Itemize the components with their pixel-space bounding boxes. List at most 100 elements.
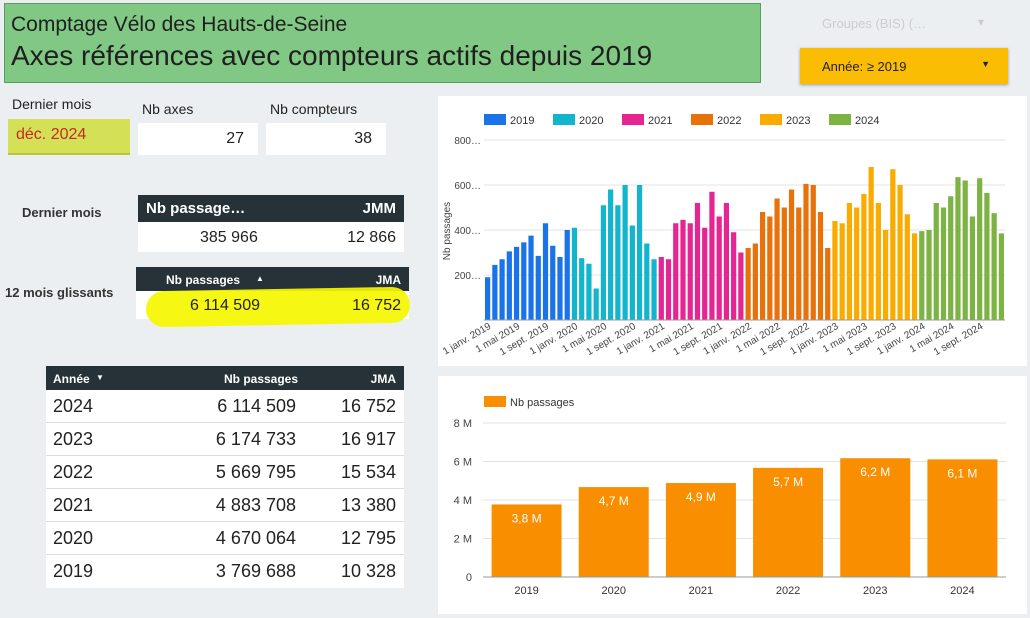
- col-nb-passages[interactable]: Nb passages: [224, 372, 299, 386]
- bar-2021-m8: [709, 191, 715, 320]
- data-label-2019: 3,8 M: [512, 511, 542, 525]
- bar-2022-m11: [817, 212, 824, 320]
- bar-2019-m5: [513, 246, 520, 320]
- bar-2019-m11: [557, 257, 563, 320]
- legend-label-2024: 2024: [855, 115, 879, 127]
- bar-2024-m6: [955, 177, 961, 320]
- legend-swatch-2021: [622, 114, 644, 125]
- y-tick-label: 2 M: [454, 534, 472, 546]
- rolling-jma: 16 752: [352, 297, 401, 314]
- bar-2023-m3: [846, 203, 853, 320]
- bar-2023: [840, 458, 911, 577]
- y-tick-label: 600…: [454, 181, 481, 192]
- bar-2024-m1: [919, 231, 925, 320]
- bar-2020: [578, 487, 649, 577]
- legend-swatch-2023: [760, 114, 782, 125]
- data-label-2024: 6,1 M: [947, 466, 977, 480]
- bar-2024-m7: [962, 180, 968, 320]
- row-year: 2020: [53, 528, 94, 548]
- row-jma: 15 534: [340, 462, 396, 482]
- yearly-bar-chart: Nb passages 0 2 M 4 M 6 M 8 M 3,8 M 2019 4,7 M 20…: [454, 396, 1006, 597]
- table-row: 2019 3 769 688 10 328: [46, 555, 404, 588]
- x-tick-label: 2023: [863, 585, 887, 597]
- year-table: Année ▼ Nb passages JMA 2024 6 114 509 1…: [46, 366, 404, 588]
- bar-2019-m7: [528, 235, 534, 320]
- nb-compteurs-label: Nb compteurs: [270, 101, 358, 117]
- annee-filter-label: Année: ≥ 2019: [822, 59, 907, 74]
- bar-2020-m11: [644, 243, 650, 320]
- bar-2019-m12: [564, 230, 570, 320]
- table-header: Nb passage… JMM: [138, 195, 404, 222]
- bar-2024-m8: [969, 216, 976, 320]
- last-month-table: Nb passage… JMM 385 966 12 866: [138, 195, 404, 252]
- row-passages: 6 174 733: [215, 429, 296, 449]
- bar-2019-m9: [542, 223, 549, 320]
- dashboard-subtitle: Comptage Vélo des Hauts-de-Seine: [11, 13, 348, 36]
- row-year: 2024: [53, 396, 94, 416]
- bar-2022: [753, 467, 824, 577]
- groupes-dropdown-icon[interactable]: ▾: [978, 15, 985, 29]
- bar-2024-m2: [926, 230, 932, 320]
- bar-2021-m4: [680, 219, 686, 320]
- nb-axes-value: 27: [138, 123, 258, 155]
- bar-2019-m4: [506, 251, 512, 320]
- monthly-bar-chart: 2019 2020 2021 2022 2023 2024 200… 400… 600… 800……: [441, 114, 1005, 358]
- table-row: 385 966 12 866: [138, 222, 404, 252]
- legend-label-2022: 2022: [717, 115, 741, 127]
- y-tick-label: 8 M: [454, 418, 472, 430]
- bar-2021-m7: [702, 227, 708, 320]
- col-jma[interactable]: JMA: [370, 372, 396, 386]
- col-nb-passages[interactable]: Nb passages: [166, 273, 241, 287]
- bar-2022-m8: [796, 207, 802, 320]
- y-tick-label: 400…: [454, 226, 481, 237]
- nb-compteurs-value: 38: [266, 123, 386, 155]
- bar-2024-m12: [998, 233, 1004, 320]
- y-tick-label: 200…: [454, 271, 481, 282]
- bar-2022-m2: [752, 243, 758, 320]
- bar-2022-m7: [788, 189, 795, 320]
- bar-2024-m9: [977, 178, 983, 320]
- bar-2022-m5: [774, 198, 780, 320]
- annee-filter-dropdown[interactable]: Année: ≥ 2019 ▼: [800, 48, 1008, 84]
- x-tick-label: 2024: [950, 585, 974, 597]
- bar-2024-m5: [948, 196, 954, 320]
- bar-2023-m12: [911, 233, 918, 320]
- groupes-filter[interactable]: Groupes (BIS) (…: [822, 16, 927, 31]
- col-nb-passages[interactable]: Nb passage…: [146, 200, 246, 217]
- row-year: 2023: [53, 429, 94, 449]
- bar-2022-m1: [745, 248, 751, 320]
- bar-2020-m6: [608, 189, 614, 320]
- bar-2023-m8: [882, 230, 889, 320]
- row-jma: 13 380: [340, 495, 396, 515]
- bar-2022-m3: [759, 212, 766, 320]
- bar-2023-m1: [832, 221, 838, 320]
- bar-2023-m7: [875, 203, 881, 320]
- x-tick-label: 2021: [689, 585, 713, 597]
- sort-desc-icon[interactable]: ▼: [96, 373, 104, 382]
- col-jmm[interactable]: JMM: [362, 200, 396, 217]
- bar-2023-m10: [897, 185, 903, 320]
- sort-asc-icon[interactable]: ▲: [256, 274, 264, 283]
- row-jma: 16 917: [340, 429, 396, 449]
- bar-2024-m11: [991, 213, 997, 320]
- bar-2021-m10: [723, 203, 730, 320]
- bar-2021-m9: [716, 216, 722, 320]
- row-jma: 12 795: [340, 528, 396, 548]
- legend-swatch-2019: [484, 114, 506, 125]
- row-passages: 6 114 509: [217, 396, 296, 416]
- bar-2023-m2: [839, 223, 845, 320]
- col-annee[interactable]: Année: [53, 372, 90, 386]
- bar-2021-m1: [658, 257, 664, 320]
- data-label-2021: 4,9 M: [686, 490, 716, 504]
- bar-2023-m11: [904, 214, 910, 320]
- bar-2022-m4: [767, 216, 773, 320]
- col-jma[interactable]: JMA: [375, 273, 401, 287]
- bar-2024: [927, 459, 998, 577]
- bar-2020-m8: [622, 185, 628, 320]
- legend-swatch: [484, 396, 506, 407]
- legend-swatch-2022: [691, 114, 713, 125]
- y-tick-label: 4 M: [454, 495, 472, 507]
- bar-2021-m3: [673, 223, 679, 320]
- legend-label-2019: 2019: [510, 115, 534, 127]
- bar-2019-m2: [492, 264, 498, 320]
